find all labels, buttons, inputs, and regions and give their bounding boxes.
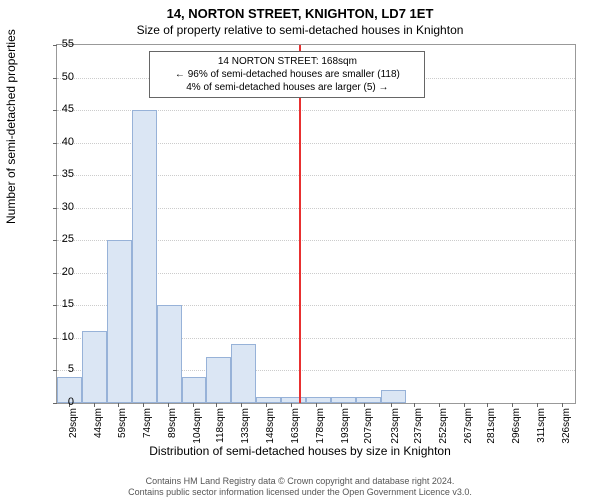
histogram-bar [256, 397, 281, 404]
xtick-mark [266, 403, 267, 407]
ytick-label: 35 [50, 168, 74, 180]
ytick-label: 45 [50, 103, 74, 115]
xtick-label: 267sqm [463, 408, 474, 448]
xtick-label: 252sqm [438, 408, 449, 448]
chart-subtitle: Size of property relative to semi-detach… [0, 21, 600, 37]
callout-line2: ← 96% of semi-detached houses are smalle… [156, 68, 418, 81]
ytick-label: 40 [50, 136, 74, 148]
xtick-label: 59sqm [117, 408, 128, 448]
xtick-label: 207sqm [363, 408, 374, 448]
callout-line1: 14 NORTON STREET: 168sqm [156, 55, 418, 68]
histogram-bar [182, 377, 207, 403]
xtick-mark [562, 403, 563, 407]
xtick-label: 237sqm [413, 408, 424, 448]
xtick-label: 326sqm [561, 408, 572, 448]
chart-container: 14, NORTON STREET, KNIGHTON, LD7 1ET Siz… [0, 0, 600, 500]
histogram-bar [132, 110, 157, 403]
xtick-label: 74sqm [142, 408, 153, 448]
xtick-mark [216, 403, 217, 407]
xtick-mark [391, 403, 392, 407]
reference-line [299, 45, 301, 403]
callout-line3: 4% of semi-detached houses are larger (5… [156, 81, 418, 94]
histogram-bar [157, 305, 182, 403]
xtick-label: 296sqm [511, 408, 522, 448]
footer-line1: Contains HM Land Registry data © Crown c… [0, 476, 600, 487]
xtick-mark [241, 403, 242, 407]
xtick-label: 29sqm [68, 408, 79, 448]
xtick-label: 223sqm [390, 408, 401, 448]
ytick-label: 10 [50, 331, 74, 343]
xtick-mark [464, 403, 465, 407]
xtick-label: 118sqm [215, 408, 226, 448]
ytick-label: 5 [50, 363, 74, 375]
histogram-bar [356, 397, 381, 404]
xtick-mark [94, 403, 95, 407]
xtick-label: 311sqm [536, 408, 547, 448]
xtick-label: 193sqm [340, 408, 351, 448]
annotation-box: 14 NORTON STREET: 168sqm ← 96% of semi-d… [149, 51, 425, 98]
xtick-label: 89sqm [167, 408, 178, 448]
ytick-label: 15 [50, 298, 74, 310]
ytick-label: 50 [50, 71, 74, 83]
histogram-bar [281, 397, 306, 404]
xtick-mark [439, 403, 440, 407]
xtick-label: 148sqm [265, 408, 276, 448]
xtick-mark [537, 403, 538, 407]
xtick-mark [414, 403, 415, 407]
ytick-label: 55 [50, 38, 74, 50]
ytick-label: 30 [50, 201, 74, 213]
xtick-mark [316, 403, 317, 407]
xtick-mark [364, 403, 365, 407]
xtick-mark [487, 403, 488, 407]
histogram-bar [82, 331, 107, 403]
xtick-mark [168, 403, 169, 407]
xtick-label: 44sqm [93, 408, 104, 448]
histogram-bar [381, 390, 406, 403]
histogram-bar [231, 344, 256, 403]
histogram-bar [331, 397, 356, 404]
histogram-bar [107, 240, 132, 403]
xtick-label: 163sqm [290, 408, 301, 448]
chart-title: 14, NORTON STREET, KNIGHTON, LD7 1ET [0, 0, 600, 21]
xtick-mark [512, 403, 513, 407]
xtick-label: 178sqm [315, 408, 326, 448]
footer-attribution: Contains HM Land Registry data © Crown c… [0, 476, 600, 498]
histogram-bar [306, 397, 331, 404]
footer-line2: Contains public sector information licen… [0, 487, 600, 498]
xtick-mark [291, 403, 292, 407]
histogram-bar [206, 357, 231, 403]
ytick-label: 0 [50, 396, 74, 408]
ytick-label: 25 [50, 233, 74, 245]
xtick-label: 104sqm [192, 408, 203, 448]
xtick-mark [143, 403, 144, 407]
xtick-label: 281sqm [486, 408, 497, 448]
y-axis-label: Number of semi-detached properties [4, 29, 18, 224]
ytick-label: 20 [50, 266, 74, 278]
xtick-mark [193, 403, 194, 407]
xtick-label: 133sqm [240, 408, 251, 448]
xtick-mark [341, 403, 342, 407]
plot-area: 14 NORTON STREET: 168sqm ← 96% of semi-d… [56, 44, 576, 404]
xtick-mark [118, 403, 119, 407]
